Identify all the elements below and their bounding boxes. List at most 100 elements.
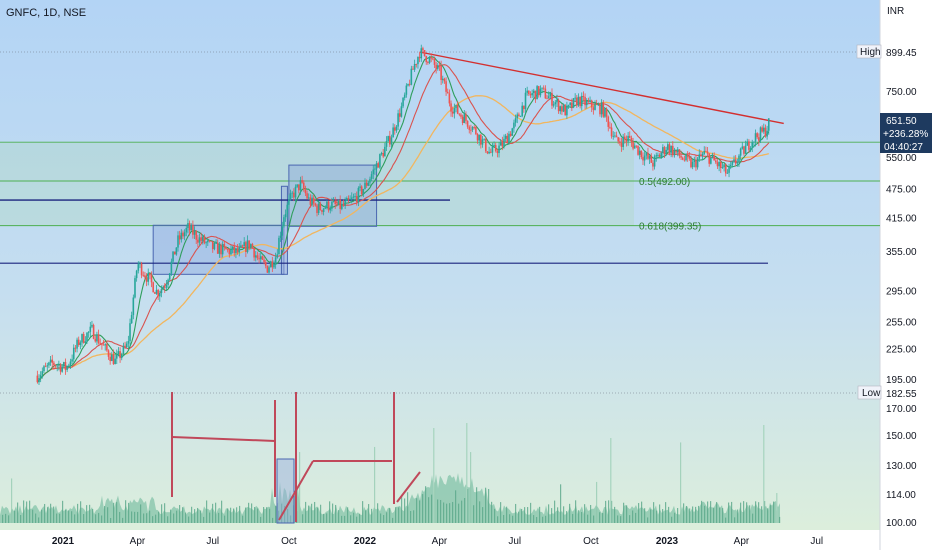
volume-bar-329 (329, 501, 331, 523)
candle-body-166 (311, 197, 313, 205)
volume-bar-263 (263, 506, 265, 523)
volume-bar-215 (215, 502, 217, 523)
candle-body-213 (389, 136, 391, 145)
volume-bar-563 (563, 506, 565, 523)
volume-bar-416 (416, 498, 418, 523)
time-axis[interactable] (0, 530, 880, 550)
volume-bar-65 (65, 509, 67, 523)
volume-bar-593 (593, 515, 595, 523)
candle-body-308 (546, 98, 548, 100)
volume-bar-395 (395, 507, 397, 523)
candle-body-307 (544, 88, 547, 99)
volume-bar-269 (269, 508, 271, 523)
candle-body-195 (359, 186, 361, 188)
candle-body-81 (170, 261, 173, 274)
drawn-lines[interactable] (0, 51, 784, 264)
candle-body-77 (163, 287, 166, 289)
candle-body-56 (129, 323, 131, 342)
candle-body-123 (240, 245, 242, 248)
volume-bar-719 (719, 507, 721, 523)
candle-body-104 (208, 240, 211, 242)
candle-body-9 (51, 359, 54, 363)
candle-body-44 (109, 356, 111, 361)
price-tick-9: 195.00 (886, 375, 917, 386)
candle-body-147 (279, 235, 282, 238)
candle-body-113 (223, 244, 226, 247)
candle-body-105 (210, 240, 212, 242)
volume-bar-497 (497, 516, 499, 523)
volume-bar-284 (284, 505, 286, 523)
volume-bar-251 (251, 503, 253, 523)
candle-body-126 (245, 242, 247, 252)
volume-tick-4: 100.00 (886, 518, 917, 529)
candle-body-202 (370, 174, 373, 179)
candle-body-377 (660, 153, 663, 157)
candle-body-8 (49, 359, 52, 363)
volume-bar-713 (713, 508, 715, 523)
volume-bar-407 (407, 492, 409, 523)
volume-bar-152 (152, 516, 154, 523)
candle-body-260 (466, 120, 469, 127)
volume-bar-659 (659, 504, 661, 523)
resistance-trendline (419, 51, 784, 125)
candle-body-342 (602, 102, 605, 117)
candle-body-253 (455, 105, 457, 109)
plot-area[interactable] (0, 0, 880, 530)
volume-bar-737 (737, 509, 739, 523)
candle-body-257 (461, 116, 464, 123)
candle-body-204 (374, 168, 376, 170)
candle-body-269 (481, 139, 484, 145)
volume-bar-206 (206, 500, 208, 523)
candle-body-413 (719, 162, 722, 169)
volume-bar-530 (530, 502, 532, 523)
candle-body-347 (610, 127, 613, 137)
volume-bar-53 (53, 506, 55, 523)
volume-bar-308 (308, 505, 310, 523)
candle-body-63 (140, 263, 143, 276)
candle-body-173 (322, 208, 325, 212)
candle-body-439 (763, 127, 765, 132)
volume-bar-641 (641, 501, 643, 523)
candle-body-441 (766, 130, 768, 137)
candle-body-407 (710, 157, 712, 164)
candle-body-229 (415, 63, 418, 65)
volume-bar-413 (413, 510, 415, 523)
volume-bar-386 (386, 512, 388, 523)
volume-bar-179 (179, 505, 181, 523)
volume-bar-107 (107, 507, 109, 523)
change-percent: +236.28% (883, 129, 928, 140)
volume-tick-labels: 170.00 150.00 130.00 114.00 100.00 (886, 404, 917, 529)
candle-body-103 (206, 240, 209, 243)
volume-bar-92 (92, 508, 94, 523)
volume-bar-452 (452, 501, 454, 523)
volume-bar-695 (695, 506, 697, 523)
candle-body-40 (102, 344, 105, 346)
ma-slow-line (36, 95, 769, 383)
candle-body-120 (235, 248, 237, 254)
candle-body-405 (706, 151, 709, 154)
candle-body-31 (87, 331, 90, 333)
volume-bar-86 (86, 505, 88, 523)
candle-body-268 (480, 134, 482, 145)
candle-body-312 (552, 104, 555, 106)
volume-bar-572 (572, 513, 574, 523)
volume-bar-302 (302, 514, 304, 523)
candle-body-209 (382, 152, 385, 157)
candle-body-387 (676, 149, 679, 153)
candle-body-35 (94, 338, 97, 342)
candle-body-250 (450, 103, 452, 112)
price-axis[interactable] (880, 0, 932, 550)
volume-bar-338 (338, 510, 340, 523)
symbol-label[interactable]: GNFC, 1D, NSE (6, 7, 86, 19)
volume-bar-605 (605, 500, 607, 523)
candle-body-300 (532, 90, 535, 94)
candle-body-297 (528, 90, 530, 95)
candle-body-283 (504, 135, 507, 139)
candle-body-218 (397, 113, 399, 127)
candle-body-27 (81, 334, 83, 343)
candle-body-390 (681, 157, 684, 160)
candle-body-111 (220, 245, 222, 255)
candle-body-258 (463, 114, 466, 123)
volume-bar-368 (368, 504, 370, 523)
